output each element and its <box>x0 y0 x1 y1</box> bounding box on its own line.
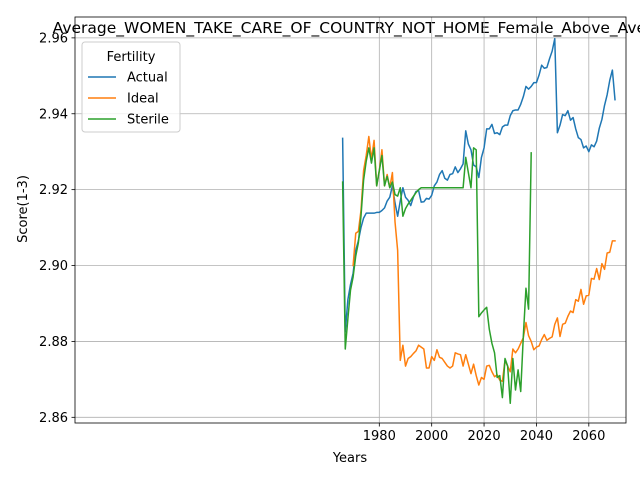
plot-lines <box>341 37 616 405</box>
legend-label-actual: Actual <box>127 71 168 86</box>
y-axis-label: Score(1-3) <box>16 175 31 243</box>
x-tick-label: 2020 <box>468 429 501 444</box>
grid <box>75 17 626 423</box>
y-tick-label: 2.86 <box>39 411 68 426</box>
legend-label-ideal: Ideal <box>127 92 159 107</box>
y-axis-ticks: 2.86 2.88 2.90 2.92 2.94 2.96 <box>39 31 75 426</box>
y-tick-label: 2.94 <box>39 107 68 122</box>
x-tick-label: 2060 <box>572 429 605 444</box>
series-line-sterile <box>341 147 532 405</box>
x-tick-label: 2040 <box>520 429 553 444</box>
y-tick-label: 2.90 <box>39 259 68 274</box>
legend-title: Fertility <box>107 50 156 65</box>
series-line-ideal <box>352 135 616 386</box>
x-axis-label: Years <box>332 451 368 466</box>
chart-title: Average_WOMEN_TAKE_CARE_OF_COUNTRY_NOT_H… <box>53 19 640 38</box>
x-axis-ticks: 1980 2000 2020 2040 2060 <box>363 423 605 444</box>
x-tick-label: 1980 <box>363 429 396 444</box>
y-tick-label: 2.88 <box>39 335 68 350</box>
legend: Fertility Actual Ideal Sterile <box>81 41 181 133</box>
y-tick-label: 2.96 <box>39 31 68 46</box>
x-tick-label: 2000 <box>415 429 448 444</box>
legend-box <box>81 41 181 133</box>
legend-label-sterile: Sterile <box>127 113 169 128</box>
y-tick-label: 2.92 <box>39 183 68 198</box>
series-line-actual <box>341 37 616 333</box>
plot-frame <box>74 16 627 424</box>
